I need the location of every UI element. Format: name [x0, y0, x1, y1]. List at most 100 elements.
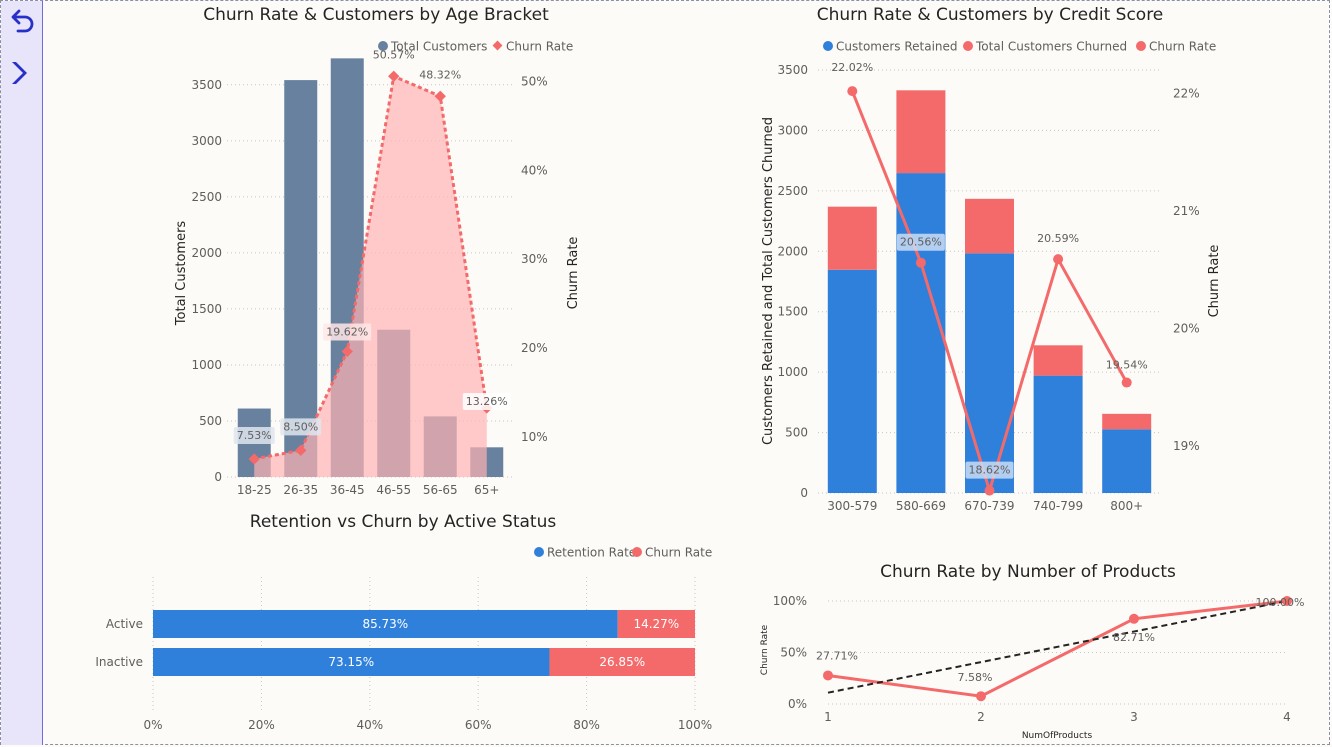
x-tick-label: 580-669	[896, 499, 946, 513]
legend-total-customers[interactable]: Total Customers	[390, 40, 487, 54]
y-tick-label: 2500	[191, 190, 222, 204]
y2-tick-label: 20%	[521, 341, 548, 355]
legend-marker-customers-retained	[823, 41, 833, 51]
churn-rate-point[interactable]	[1053, 254, 1064, 265]
y-tick-label: 1500	[777, 305, 808, 319]
x-tick-label: 3	[1130, 710, 1138, 724]
y-tick-label: 3000	[777, 123, 808, 137]
legend-total-customers-churned[interactable]: Total Customers Churned	[975, 40, 1127, 54]
data-label-churn-rate: 26.85%	[599, 655, 645, 669]
y-tick-label: Active	[106, 617, 143, 631]
churn-rate-point[interactable]	[823, 670, 833, 681]
sidebar	[1, 1, 43, 745]
churn-rate-point[interactable]	[341, 345, 353, 358]
churn-rate-point[interactable]	[976, 691, 986, 702]
data-label-churn-rate: 7.53%	[237, 429, 272, 442]
bar-churn-rate[interactable]	[617, 610, 695, 638]
churn-rate-line	[827, 599, 1288, 698]
y-axis-title: Customers Retained and Total Customers C…	[761, 117, 776, 445]
y2-tick-label: 20%	[1173, 322, 1200, 336]
legend-churn-rate[interactable]: Churn Rate	[506, 40, 573, 54]
x-tick-label: 4	[1283, 710, 1291, 724]
data-label-churn-rate: 13.26%	[466, 395, 508, 408]
y-tick-label: 1500	[191, 302, 222, 316]
y-tick-label: 50%	[780, 646, 807, 660]
data-label-churn-rate: 22.02%	[831, 61, 873, 74]
bar-retention-rate[interactable]	[153, 648, 550, 676]
data-label-churn-rate: 19.62%	[326, 325, 368, 338]
chevron-right-icon[interactable]	[7, 58, 37, 88]
products-chart: Churn Rate by Number of Products Churn R…	[745, 520, 1330, 745]
bar-customers-churned[interactable]	[827, 206, 877, 270]
active-status-chart-svg: Retention vs Churn by Active Status Rete…	[95, 512, 712, 732]
x-tick-label: 1	[824, 710, 832, 724]
y-tick-label: 2000	[777, 244, 808, 258]
legend-retention-rate[interactable]: Retention Rate	[547, 546, 636, 560]
data-label-churn-rate: 20.56%	[900, 236, 942, 249]
y2-tick-label: 30%	[521, 252, 548, 266]
bar-customers-retained[interactable]	[827, 269, 877, 493]
bar-customers-churned[interactable]	[965, 198, 1014, 254]
y-tick-label: Inactive	[95, 655, 143, 669]
legend-churn-rate[interactable]: Churn Rate	[1149, 40, 1216, 54]
chart-title: Churn Rate & Customers by Age Bracket	[203, 5, 549, 25]
data-label-churn-rate: 19.54%	[1106, 359, 1148, 372]
data-label-churn-rate: 50.57%	[373, 48, 415, 61]
bar-churn-rate[interactable]	[549, 648, 695, 676]
bar-total-customers[interactable]	[284, 80, 318, 477]
data-label-churn-rate-background	[965, 461, 1014, 479]
bar-customers-retained[interactable]	[1102, 429, 1152, 493]
legend-marker-churn-rate	[492, 40, 503, 51]
churn-rate-point[interactable]	[984, 485, 995, 496]
chart-title: Churn Rate by Number of Products	[880, 562, 1176, 582]
y-tick-label: 1000	[191, 358, 222, 372]
churn-rate-point[interactable]	[248, 453, 260, 465]
credit-score-chart: Churn Rate & Customers by Credit Score C…	[745, 0, 1330, 520]
data-label-churn-rate: 8.50%	[283, 420, 318, 433]
y2-tick-label: 19%	[1173, 439, 1200, 453]
churn-rate-line	[253, 74, 489, 461]
y-tick-label: 500	[785, 426, 808, 440]
x-tick-label: 2	[977, 710, 985, 724]
legend-marker-total-customers-churned	[963, 41, 973, 51]
y-tick-label: 0	[214, 470, 222, 484]
y-tick-label: 3500	[777, 63, 808, 77]
data-label-churn-rate: 18.62%	[969, 464, 1011, 477]
bar-customers-retained[interactable]	[896, 173, 946, 494]
data-label-churn-rate-background	[233, 426, 275, 444]
chart-title: Churn Rate & Customers by Credit Score	[817, 5, 1164, 25]
credit-score-chart-svg: Churn Rate & Customers by Credit Score C…	[761, 5, 1222, 513]
x-tick-label: 20%	[248, 718, 275, 732]
y-tick-label: 3000	[191, 134, 222, 148]
x-tick-label: 740-799	[1033, 499, 1083, 513]
bar-customers-retained[interactable]	[1033, 375, 1083, 493]
legend-customers-retained[interactable]: Customers Retained	[836, 40, 958, 54]
data-label-churn-rate-background	[896, 233, 945, 251]
age-bracket-chart: Churn Rate & Customers by Age Bracket To…	[44, 0, 744, 505]
bar-customers-churned[interactable]	[896, 90, 946, 174]
churn-rate-point[interactable]	[1129, 613, 1139, 624]
churn-rate-point[interactable]	[1282, 596, 1292, 606]
bar-retention-rate[interactable]	[153, 610, 618, 638]
data-label-retention-rate: 85.73%	[362, 617, 408, 631]
products-chart-svg: Churn Rate by Number of Products Churn R…	[760, 562, 1304, 741]
data-label-churn-rate-background	[323, 323, 372, 341]
legend-marker-total-customers	[378, 41, 388, 51]
y-tick-label: 3500	[191, 78, 222, 92]
bar-customers-churned[interactable]	[1102, 413, 1152, 430]
legend-churn-rate[interactable]: Churn Rate	[645, 546, 712, 560]
x-tick-label: 300-579	[827, 499, 877, 513]
age-bracket-chart-svg: Churn Rate & Customers by Age Bracket To…	[174, 5, 581, 497]
bar-customers-churned[interactable]	[1033, 345, 1083, 376]
churn-rate-point[interactable]	[295, 444, 307, 456]
data-label-retention-rate: 73.15%	[328, 655, 374, 669]
x-tick-label: 65+	[474, 483, 499, 497]
x-tick-label: 80%	[573, 718, 600, 732]
undo-arrow-icon[interactable]	[7, 5, 37, 35]
churn-rate-point[interactable]	[915, 257, 926, 268]
y2-tick-label: 10%	[521, 430, 548, 444]
data-label-churn-rate: 27.71%	[816, 649, 858, 662]
churn-rate-point[interactable]	[847, 86, 858, 97]
churn-rate-point[interactable]	[1121, 377, 1132, 388]
bar-customers-retained[interactable]	[965, 253, 1014, 493]
